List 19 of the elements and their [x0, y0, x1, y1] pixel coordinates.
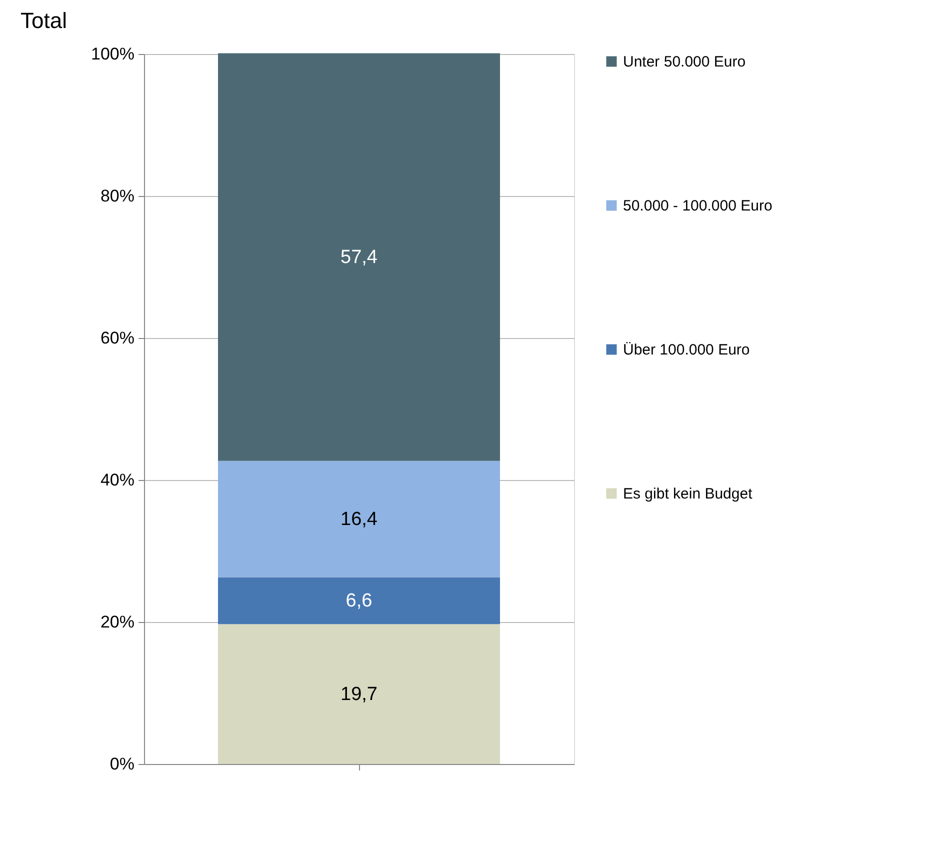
bar: [218, 460, 500, 578]
legend-label: 50.000 - 100.000 Euro: [623, 198, 772, 214]
y-tick-label: 100%: [91, 44, 134, 64]
y-tick-label: 20%: [100, 612, 134, 632]
data-label: 6,6: [346, 590, 372, 612]
data-label: 57,4: [340, 247, 378, 268]
bar: [218, 577, 500, 624]
legend-label: Unter 50.000 Euro: [623, 54, 746, 70]
chart-title: Total: [20, 8, 68, 33]
y-tick-label: 80%: [100, 186, 134, 206]
data-label: 16,4: [340, 509, 378, 530]
legend-label: Es gibt kein Budget: [623, 486, 754, 502]
bar: [218, 53, 500, 461]
y-tick-label: 40%: [100, 470, 134, 490]
y-tick-label: 0%: [110, 754, 134, 774]
bar: [218, 624, 500, 764]
legend-label: Über 100.000 Euro: [623, 342, 750, 358]
y-tick-label: 60%: [100, 328, 134, 348]
data-label: 19,7: [340, 684, 378, 706]
